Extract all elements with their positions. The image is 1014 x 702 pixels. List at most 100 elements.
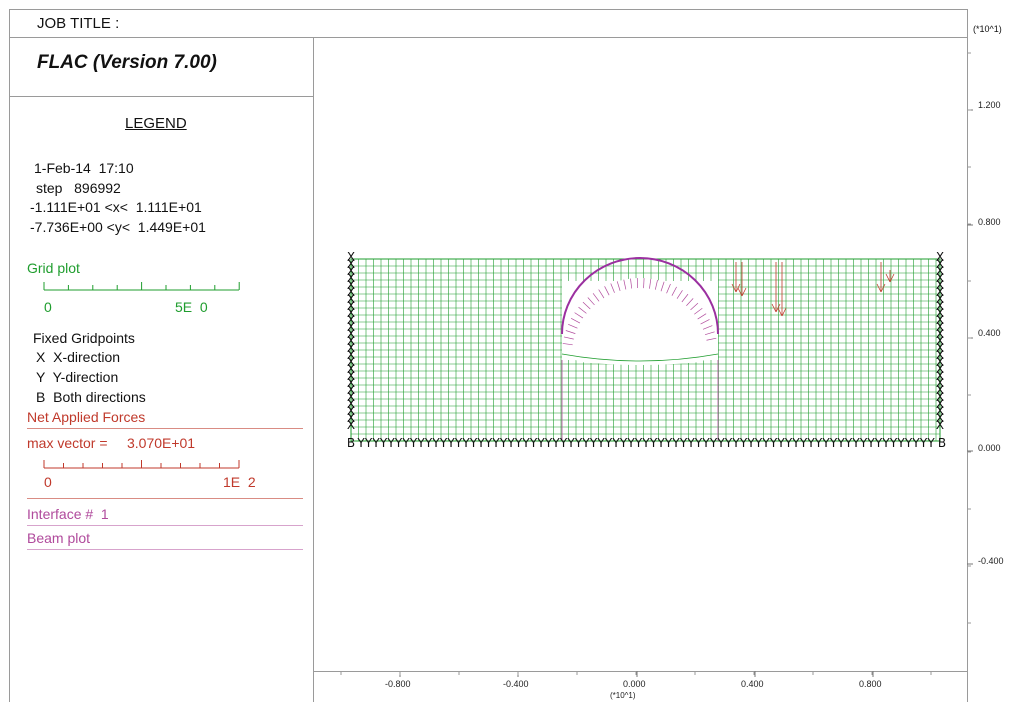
fixed-x-marker-left: X bbox=[347, 250, 355, 264]
fixed-x-marker-left: X bbox=[347, 278, 355, 292]
fixed-b-marker: B bbox=[347, 436, 355, 450]
beam-divider bbox=[27, 549, 303, 550]
fixed-x-marker-left: X bbox=[347, 306, 355, 320]
fixed-y-marker: Y bbox=[904, 436, 913, 450]
fixed-y-marker: Y bbox=[769, 436, 778, 450]
fixed-x-marker-right: X bbox=[936, 376, 944, 390]
fixed-y-marker: Y bbox=[739, 436, 748, 450]
fixed-x-marker-left: X bbox=[347, 418, 355, 432]
interface-hatch bbox=[565, 330, 576, 334]
fixed-y-marker: Y bbox=[371, 436, 380, 450]
interface-label: Interface # 1 bbox=[27, 506, 109, 522]
fixed-x-marker-right: X bbox=[936, 418, 944, 432]
legend-x-range: -1.111E+01 <x< 1.111E+01 bbox=[30, 199, 202, 215]
fixed-x-marker-right: X bbox=[936, 404, 944, 418]
fixed-y-marker: Y bbox=[746, 436, 755, 450]
app-title-divider bbox=[9, 96, 313, 97]
fixed-x-marker-right: X bbox=[936, 313, 944, 327]
interface-hatch bbox=[587, 297, 595, 306]
fixed-x-marker-right: X bbox=[936, 257, 944, 271]
interface-hatch bbox=[574, 312, 584, 319]
fixed-y-marker: Y bbox=[454, 436, 463, 450]
interface-hatch bbox=[654, 279, 658, 290]
y-tick-label: -0.400 bbox=[978, 556, 1004, 566]
plot-bottom-border bbox=[313, 671, 968, 672]
fixed-x-marker-left: X bbox=[347, 355, 355, 369]
fixed-y-marker: Y bbox=[814, 436, 823, 450]
fixed-x-marker-left: X bbox=[347, 285, 355, 299]
fixed-y-marker: Y bbox=[686, 436, 695, 450]
fixed-y-marker: Y bbox=[926, 436, 935, 450]
grid-scale-max: 5E 0 bbox=[175, 299, 208, 315]
fixed-y-marker: Y bbox=[491, 436, 500, 450]
panel-divider bbox=[313, 37, 314, 702]
fixed-x-marker-left: X bbox=[347, 369, 355, 383]
x-axis-multiplier: (*10^1) bbox=[610, 691, 636, 700]
fixed-x-marker-left: X bbox=[347, 390, 355, 404]
interface-hatch bbox=[681, 293, 689, 303]
fixed-x-marker-right: X bbox=[936, 250, 944, 264]
fixed-x-marker-right: X bbox=[936, 369, 944, 383]
fixed-y-marker: Y bbox=[776, 436, 785, 450]
fixed-y-marker: Y bbox=[506, 436, 515, 450]
interface-hatch bbox=[578, 306, 587, 314]
fixed-y-marker: Y bbox=[679, 436, 688, 450]
fixed-y-marker: Y bbox=[859, 436, 868, 450]
fixed-x-marker-right: X bbox=[936, 334, 944, 348]
fixed-y-marker: Y bbox=[716, 436, 725, 450]
force-scale-divider bbox=[27, 498, 303, 499]
fixed-x-marker-left: X bbox=[347, 376, 355, 390]
interface-hatch bbox=[604, 286, 610, 296]
fixed-y-marker: Y bbox=[799, 436, 808, 450]
fixed-x-marker-left: X bbox=[347, 264, 355, 278]
fixed-y-marker: Y bbox=[596, 436, 605, 450]
fixed-y-marker: Y bbox=[641, 436, 650, 450]
fixed-y-marker: Y bbox=[874, 436, 883, 450]
fixed-gridpoints-title: Fixed Gridpoints bbox=[33, 330, 135, 346]
fixed-y-marker: Y bbox=[529, 436, 538, 450]
fixed-x-marker-left: X bbox=[347, 334, 355, 348]
app-title: FLAC (Version 7.00) bbox=[37, 52, 217, 73]
fixed-y-marker: Y bbox=[806, 436, 815, 450]
fixed-y-marker: Y bbox=[394, 436, 403, 450]
y-tick-label: 1.200 bbox=[978, 100, 1001, 110]
fixed-x-marker-right: X bbox=[936, 397, 944, 411]
fixed-y-marker: Y bbox=[889, 436, 898, 450]
interface-hatch bbox=[706, 337, 717, 341]
fixed-x-marker-left: X bbox=[347, 257, 355, 271]
force-arrow-head bbox=[876, 283, 882, 293]
fixed-y-marker: Y bbox=[379, 436, 388, 450]
fixed-y-marker: Y bbox=[581, 436, 590, 450]
fixed-x-marker-right: X bbox=[936, 355, 944, 369]
fixed-x-marker-left: X bbox=[347, 292, 355, 306]
fixed-x-direction: X X-direction bbox=[36, 349, 121, 365]
fixed-y-marker: Y bbox=[416, 436, 425, 450]
force-scale-max: 1E 2 bbox=[223, 474, 256, 490]
fixed-y-marker: Y bbox=[409, 436, 418, 450]
fixed-x-marker-right: X bbox=[936, 341, 944, 355]
interface-hatch bbox=[694, 307, 703, 315]
fixed-y-marker: Y bbox=[896, 436, 905, 450]
x-tick-label: 0.000 bbox=[623, 679, 646, 689]
fixed-y-marker: Y bbox=[566, 436, 575, 450]
fixed-x-marker-left: X bbox=[347, 271, 355, 285]
force-arrow-head bbox=[889, 273, 895, 283]
fixed-x-marker-left: X bbox=[347, 397, 355, 411]
interface-hatch bbox=[582, 301, 591, 310]
x-tick-label: -0.400 bbox=[503, 679, 529, 689]
legend-step: step 896992 bbox=[36, 180, 121, 196]
y-tick-label: 0.000 bbox=[978, 443, 1001, 453]
fixed-y-marker: Y bbox=[424, 436, 433, 450]
fixed-y-marker: Y bbox=[821, 436, 830, 450]
legend-date: 1-Feb-14 17:10 bbox=[34, 160, 134, 176]
fixed-x-marker-right: X bbox=[936, 348, 944, 362]
fixed-y-marker: Y bbox=[619, 436, 628, 450]
fixed-y-marker: Y bbox=[919, 436, 928, 450]
interface-hatch bbox=[666, 283, 671, 294]
fixed-x-marker-right: X bbox=[936, 306, 944, 320]
fixed-y-marker: Y bbox=[574, 436, 583, 450]
frame-left bbox=[9, 9, 10, 702]
fixed-y-marker: Y bbox=[401, 436, 410, 450]
fixed-x-marker-left: X bbox=[347, 383, 355, 397]
fixed-y-marker: Y bbox=[836, 436, 845, 450]
